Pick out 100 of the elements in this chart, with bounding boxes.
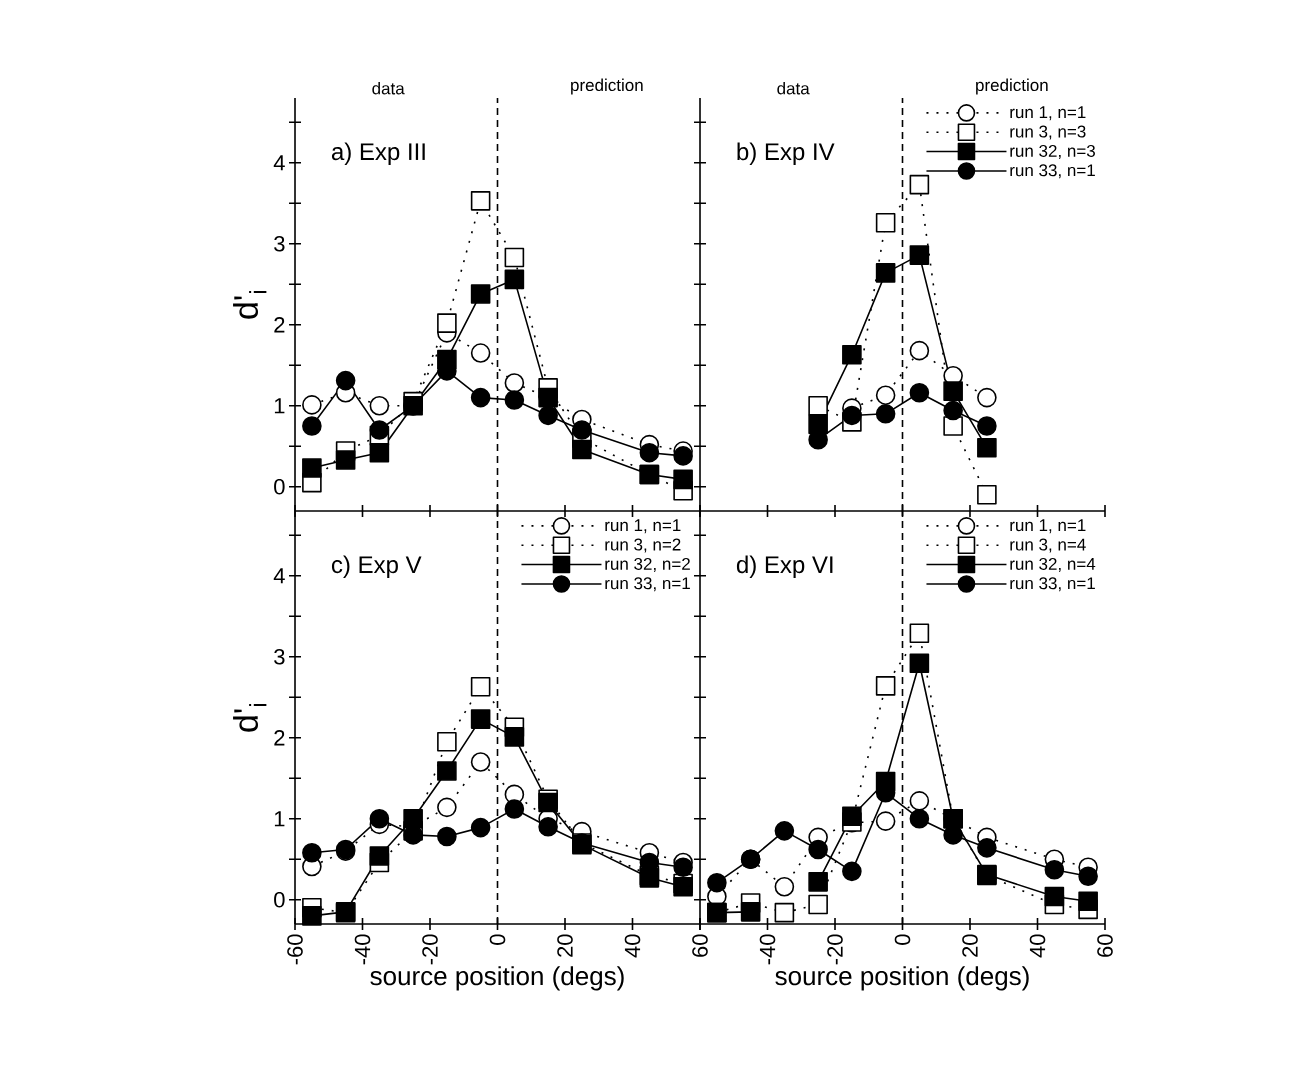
point bbox=[842, 344, 862, 365]
point bbox=[437, 313, 457, 333]
point bbox=[369, 442, 390, 463]
point bbox=[302, 416, 322, 436]
legend-label: run 33, n=1 bbox=[605, 577, 690, 592]
point bbox=[538, 817, 558, 837]
x-tick-label: 0 bbox=[489, 934, 506, 945]
point bbox=[470, 676, 491, 697]
x-tick-label: 60 bbox=[692, 934, 708, 957]
point bbox=[369, 846, 390, 866]
legend-label: run 1, n=1 bbox=[1010, 106, 1086, 121]
x-tick-label: 40 bbox=[1029, 934, 1046, 958]
y-tick-label: 0 bbox=[274, 891, 285, 908]
point bbox=[437, 826, 457, 847]
legend-label: run 33, n=1 bbox=[1010, 164, 1095, 179]
point bbox=[572, 439, 592, 460]
point bbox=[1078, 866, 1098, 887]
point bbox=[909, 382, 930, 403]
legend-label: run 33, n=1 bbox=[1010, 577, 1095, 592]
y-tick-label: 3 bbox=[274, 235, 285, 252]
point bbox=[437, 797, 457, 818]
point bbox=[335, 370, 356, 391]
point bbox=[977, 484, 997, 505]
x-tick-label: -20 bbox=[422, 934, 438, 965]
point bbox=[504, 373, 525, 393]
y-tick-label: 3 bbox=[274, 648, 285, 665]
x-tick-label: 60 bbox=[1097, 934, 1113, 957]
point bbox=[875, 404, 896, 424]
text: a) Exp III bbox=[331, 142, 425, 165]
point bbox=[403, 825, 423, 845]
point bbox=[369, 420, 390, 440]
point bbox=[572, 420, 592, 440]
point bbox=[909, 653, 930, 674]
y-tick-label: 1 bbox=[274, 398, 285, 414]
point bbox=[470, 343, 491, 363]
point bbox=[808, 872, 828, 892]
point bbox=[369, 808, 390, 829]
x-tick-label: -20 bbox=[827, 934, 843, 965]
x-tick-label: -60 bbox=[287, 934, 303, 965]
point bbox=[673, 469, 693, 490]
point bbox=[875, 263, 896, 283]
point bbox=[437, 761, 457, 781]
point bbox=[302, 395, 322, 415]
point bbox=[437, 731, 457, 752]
text: b) Exp IV bbox=[737, 142, 835, 165]
point bbox=[1044, 859, 1065, 880]
legend-label: run 3, n=3 bbox=[1010, 125, 1086, 140]
x-tick-label: 20 bbox=[962, 934, 978, 957]
x-tick-label: -40 bbox=[759, 934, 776, 965]
point bbox=[369, 395, 390, 416]
text: c) Exp V bbox=[331, 555, 422, 578]
point bbox=[977, 838, 997, 858]
point bbox=[673, 857, 693, 878]
x-tick-label: 0 bbox=[894, 934, 911, 945]
point bbox=[470, 387, 491, 408]
x-tick-label: -40 bbox=[354, 934, 371, 965]
point bbox=[504, 727, 525, 747]
point bbox=[909, 174, 930, 195]
point bbox=[335, 450, 356, 470]
point bbox=[977, 387, 997, 408]
y-axis-title: d'$_{i}$ bbox=[233, 290, 267, 319]
point bbox=[538, 405, 558, 426]
legend-label: run 3, n=4 bbox=[1010, 538, 1086, 553]
point bbox=[302, 458, 322, 478]
point bbox=[943, 400, 963, 421]
point bbox=[504, 247, 525, 268]
point bbox=[470, 752, 491, 772]
point bbox=[774, 902, 795, 923]
y-tick-label: 0 bbox=[274, 478, 285, 495]
point bbox=[943, 381, 963, 401]
point bbox=[909, 340, 930, 361]
point bbox=[1078, 891, 1098, 912]
text: prediction bbox=[976, 78, 1048, 95]
point bbox=[909, 791, 930, 811]
point bbox=[470, 284, 491, 304]
x-axis-title: source position (degs) bbox=[370, 966, 624, 991]
point bbox=[875, 385, 896, 405]
point bbox=[707, 872, 727, 893]
text: prediction bbox=[571, 78, 643, 95]
point bbox=[875, 212, 896, 233]
point bbox=[302, 906, 322, 926]
point bbox=[470, 191, 491, 211]
point bbox=[808, 839, 828, 860]
x-axis-title: source position (degs) bbox=[775, 966, 1029, 991]
point bbox=[977, 416, 997, 436]
legend-label: run 32, n=3 bbox=[1010, 144, 1095, 159]
point bbox=[875, 811, 896, 831]
point bbox=[1044, 886, 1065, 907]
point bbox=[808, 395, 828, 416]
x-tick-label: 20 bbox=[557, 934, 573, 957]
legend-label: run 1, n=1 bbox=[1010, 519, 1086, 534]
point bbox=[673, 446, 693, 466]
point bbox=[842, 806, 862, 827]
point bbox=[842, 861, 862, 882]
point bbox=[403, 808, 423, 829]
point bbox=[875, 676, 896, 696]
y-axis-title: d'$_{i}$ bbox=[233, 703, 267, 732]
point bbox=[909, 623, 930, 644]
point bbox=[504, 269, 525, 290]
point bbox=[774, 821, 795, 841]
